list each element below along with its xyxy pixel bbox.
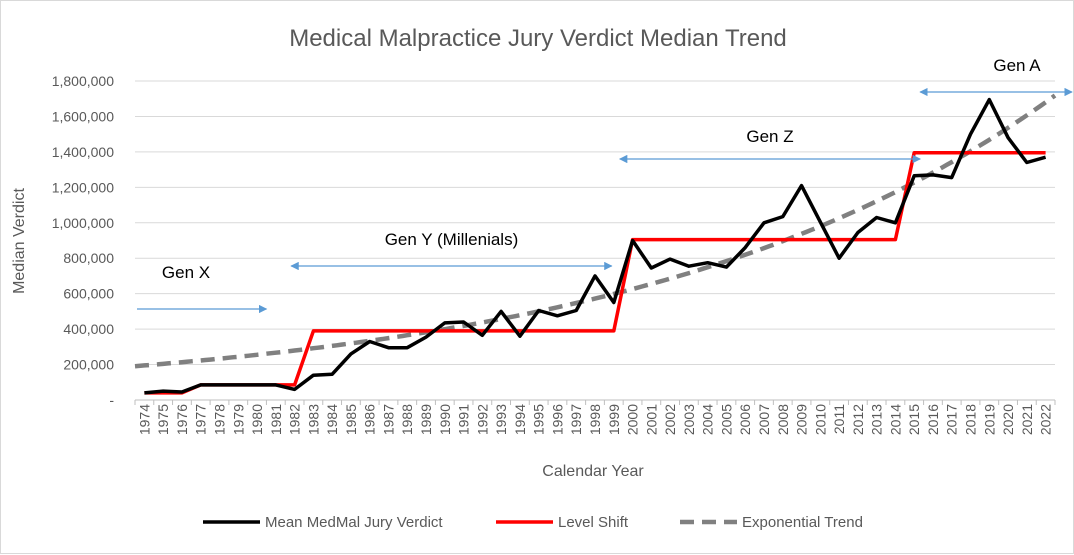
x-tick-label: 2020 (1000, 404, 1016, 435)
x-tick-label: 2002 (662, 404, 678, 435)
y-tick-label: 800,000 (63, 250, 114, 266)
x-tick-label: 1993 (493, 404, 509, 435)
x-tick-label: 2006 (737, 404, 753, 435)
x-tick-label: 2017 (944, 404, 960, 435)
x-tick-label: 1996 (549, 404, 565, 435)
x-tick-label: 1990 (437, 404, 453, 435)
annotation-label: Gen Z (746, 127, 793, 146)
x-tick-label: 2010 (812, 404, 828, 435)
series-level-shift (144, 151, 1046, 395)
x-tick-label: 2012 (850, 404, 866, 435)
y-axis-title: Median Verdict (11, 188, 28, 294)
x-tick-label: 2004 (700, 404, 716, 435)
x-tick-label: 1995 (531, 404, 547, 435)
x-tick-label: 1983 (305, 404, 321, 435)
x-tick-label: 2001 (643, 404, 659, 435)
x-tick-label: 1986 (362, 404, 378, 435)
y-axis-ticks: - 200,000 400,000 600,000 800,000 1,000,000 1,… (52, 73, 115, 408)
x-tick-label: 1998 (587, 404, 603, 435)
x-tick-label: 2014 (887, 404, 903, 435)
x-tick-label: 1981 (268, 404, 284, 435)
annotation-label: Gen Y (Millenials) (385, 230, 519, 249)
legend-label: Level Shift (558, 514, 629, 531)
x-tick-label: 2016 (925, 404, 941, 435)
x-tick-label: 2019 (981, 404, 997, 435)
x-tick-label: 2022 (1038, 404, 1054, 435)
annotation-label: Gen A (993, 56, 1041, 75)
legend-label: Mean MedMal Jury Verdict (265, 514, 443, 531)
x-tick-label: 2018 (963, 404, 979, 435)
x-tick-label: 2005 (718, 404, 734, 435)
legend: Mean MedMal Jury Verdict Level Shift Expon… (203, 514, 863, 531)
series-exponential-trend (134, 93, 1057, 369)
y-tick-label: 1,200,000 (52, 179, 114, 195)
y-tick-label: 400,000 (63, 321, 114, 337)
x-tick-label: 2011 (831, 404, 847, 434)
x-tick-label: 1987 (380, 404, 396, 435)
x-tick-label: 1975 (155, 404, 171, 435)
x-tick-label: 1992 (474, 404, 490, 435)
gridlines (135, 80, 1055, 401)
y-tick-label: 1,400,000 (52, 144, 114, 160)
y-tick-label: 1,600,000 (52, 108, 114, 124)
x-tick-label: 1976 (174, 404, 190, 435)
x-tick-label: 1991 (456, 404, 472, 435)
x-tick-label: 2009 (794, 404, 810, 435)
x-tick-label: 1979 (230, 404, 246, 435)
annotation-label: Gen X (162, 263, 210, 282)
x-tick-label: 2007 (756, 404, 772, 435)
series-group (134, 93, 1057, 395)
y-tick-label: - (109, 392, 114, 408)
x-tick-label: 1984 (324, 404, 340, 435)
x-tick-label: 1982 (287, 404, 303, 435)
x-tick-label: 1980 (249, 404, 265, 435)
x-tick-label: 1989 (418, 404, 434, 435)
y-tick-label: 1,800,000 (52, 73, 114, 89)
x-tick-label: 1978 (211, 404, 227, 435)
x-tick-label: 2013 (869, 404, 885, 435)
x-tick-label: 1999 (606, 404, 622, 435)
legend-label: Exponential Trend (742, 514, 863, 531)
x-tick-label: 2008 (775, 404, 791, 435)
x-tick-label: 1974 (136, 404, 152, 435)
series-mean-verdict (144, 97, 1047, 395)
x-axis-ticks: 1974 1975 1976 1977 1978 1979 1980 1981 1982 1983… (134, 399, 1056, 435)
x-tick-label: 1985 (343, 404, 359, 435)
x-tick-label: 1977 (193, 404, 209, 435)
chart-title: Medical Malpractice Jury Verdict Median … (289, 25, 787, 52)
x-tick-label: 2000 (625, 404, 641, 435)
x-tick-label: 1997 (568, 404, 584, 435)
x-axis-title: Calendar Year (542, 463, 644, 480)
y-tick-label: 600,000 (63, 286, 114, 302)
annotations: Gen X Gen Y (Millenials) Gen Z Gen A (137, 56, 1073, 314)
y-tick-label: 1,000,000 (52, 215, 114, 231)
x-tick-label: 2015 (906, 404, 922, 435)
y-tick-label: 200,000 (63, 357, 114, 373)
x-tick-label: 1988 (399, 404, 415, 435)
x-tick-label: 1994 (512, 404, 528, 435)
x-tick-label: 2003 (681, 404, 697, 435)
x-tick-label: 2021 (1019, 404, 1035, 435)
